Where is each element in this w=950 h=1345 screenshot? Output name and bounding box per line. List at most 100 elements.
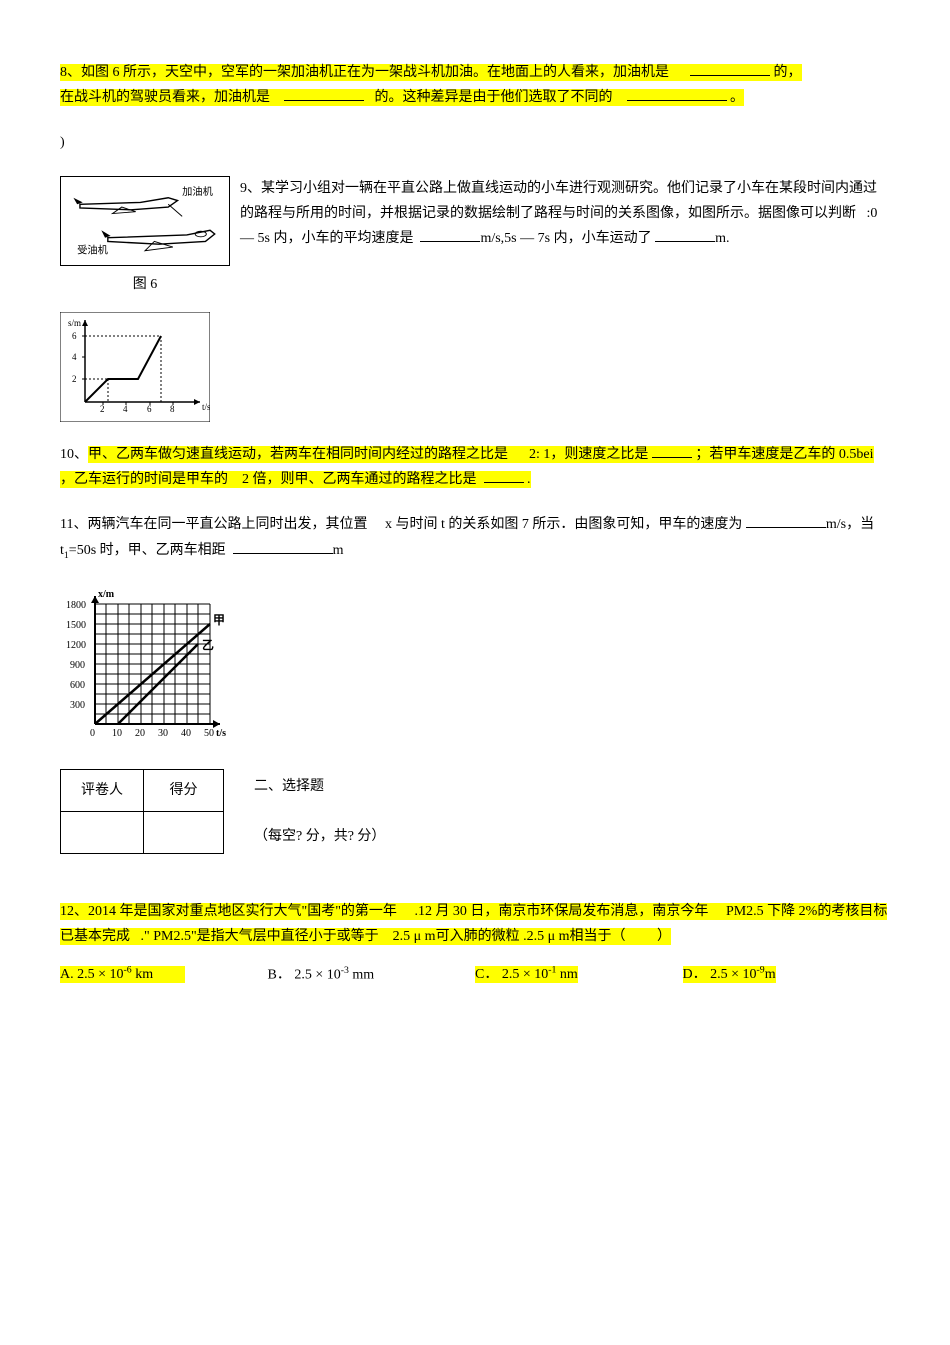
optB-pre: B． 2.5 × 10 [268,967,341,982]
q10-text4: 2 倍，则甲、乙两车通过的路程之比是 [242,472,477,487]
q11-blank2 [233,540,333,554]
airplane-icon: 加油机 受油机 [66,182,224,260]
figure6-and-q9: 加油机 受油机 图 6 9、某学习小组对一辆在平直公路上做直线运动的小车进行观测… [60,176,890,297]
q9-text3: m/s,5s — 7s 内，小车运动了 [480,231,651,246]
option-c: C． 2.5 × 10-1 nm [475,962,683,988]
optC-pre: C． 2.5 × 10 [475,967,548,982]
svg-text:900: 900 [70,660,85,671]
svg-text:2: 2 [100,404,105,414]
q11-text3b: =50s 时，甲、乙两车相距 [69,543,226,558]
q10-hl1: 甲、乙两车做匀速直线运动，若两车在相同时间内经过的路程之比是 2: 1，则速度之… [60,446,874,488]
q9-blank1 [420,228,480,242]
optC-hl: C． 2.5 × 10-1 nm [475,966,578,983]
q8-text5: 。 [730,90,744,105]
q12-text2: .12 月 30 日，南京市环保局发布消息，南京今年 [414,904,708,919]
svg-text:30: 30 [158,728,168,739]
question-12: 12、2014 年是国家对重点地区实行大气"国考"的第一年 .12 月 30 日… [60,899,890,987]
figure6-wrapper: 加油机 受油机 图 6 [60,176,230,297]
q10-text1: 甲、乙两车做匀速直线运动，若两车在相同时间内经过的路程之比是 [88,447,508,462]
option-a: A. 2.5 × 10-6 km [60,962,268,988]
q12-text5: 2.5 μ m可入肺的微粒 .2.5 μ m相当于（ [393,929,626,944]
figure-6: 加油机 受油机 [60,176,230,266]
q12-options: A. 2.5 × 10-6 km B． 2.5 × 10-3 mm C． 2.5… [60,962,890,988]
section2-header: 评卷人 得分 二、选择题 （每空? 分，共? 分） [60,769,890,854]
svg-text:t/s: t/s [202,402,210,412]
table-row: 评卷人 得分 [61,769,224,811]
q8-blank1 [690,62,770,76]
q11-text2: x 与时间 t 的关系如图 7 所示．由图象可知，甲车的速度为 [385,517,742,532]
svg-text:x/m: x/m [98,589,115,600]
chart1-svg: s/m t/s 2 4 6 2 4 6 8 [60,312,210,422]
svg-text:乙: 乙 [202,638,214,652]
score-table: 评卷人 得分 [60,769,224,854]
q8-line1: 8、如图 6 所示，天空中，空军的一架加油机正在为一架战斗机加油。在地面上的人看… [60,64,802,81]
svg-text:甲: 甲 [213,613,225,627]
q12-text6: ） [657,929,671,944]
optD-pre: D． 2.5 × 10 [683,967,757,982]
q9-number: 9、 [240,181,261,196]
question-10: 10、甲、乙两车做匀速直线运动，若两车在相同时间内经过的路程之比是 2: 1，则… [60,442,890,492]
q10-text5: . [527,472,531,487]
optD-sup: -9 [757,965,765,976]
q11-number: 11、 [60,517,87,532]
q8-blank3 [627,87,727,101]
svg-text:2: 2 [72,374,77,384]
section2-title-block: 二、选择题 （每空? 分，共? 分） [254,769,385,850]
svg-text:20: 20 [135,728,145,739]
q8-text1: 如图 6 所示，天空中，空军的一架加油机正在为一架战斗机加油。在地面上的人看来，… [81,65,669,80]
optA-sup: -6 [124,965,132,976]
q12-number: 12、 [60,904,88,919]
optD-hl: D． 2.5 × 10-9m [683,966,776,983]
q8-text2: 的， [774,65,802,80]
svg-text:t/s: t/s [216,728,226,739]
q10-blank2 [484,469,524,483]
q11-text1: 两辆汽车在同一平直公路上同时出发，其位置 [87,517,367,532]
q8-blank2 [284,87,364,101]
q10-number: 10、 [60,447,88,462]
optA-post: km [132,967,153,982]
option-d: D． 2.5 × 10-9m [683,962,891,988]
q9-text1: 某学习小组对一辆在平直公路上做直线运动的小车进行观测研究。他们记录了小车在某段时… [240,181,877,221]
q8-paren: ) [60,130,890,155]
svg-text:6: 6 [147,404,152,414]
svg-text:1200: 1200 [66,640,86,651]
q12-text1: 2014 年是国家对重点地区实行大气"国考"的第一年 [88,904,397,919]
svg-text:10: 10 [112,728,122,739]
grader-cell [61,812,144,854]
svg-text:1500: 1500 [66,620,86,631]
chart-q11: x/m 1800 [60,584,230,744]
score-cell [144,812,224,854]
svg-text:50: 50 [204,728,214,739]
chart2-svg: x/m 1800 [60,584,230,744]
q12-hl: 12、2014 年是国家对重点地区实行大气"国考"的第一年 .12 月 30 日… [60,903,887,945]
section2-subtitle: （每空? 分，共? 分） [254,824,385,849]
svg-text:s/m: s/m [68,318,81,328]
score-header: 得分 [144,769,224,811]
q9-blank2 [655,228,715,242]
q8-line2: 在战斗机的驾驶员看来，加油机是 的。这种差异是由于他们选取了不同的 。 [60,89,744,106]
figure6-label: 图 6 [60,272,230,297]
q9-text4: m. [715,231,729,246]
svg-text:6: 6 [72,331,77,341]
optB-sup: -3 [341,965,349,976]
q10-blank1 [652,444,692,458]
svg-text:600: 600 [70,680,85,691]
grader-header: 评卷人 [61,769,144,811]
optB-post: mm [349,967,374,982]
svg-text:40: 40 [181,728,191,739]
optA-hl: A. 2.5 × 10-6 km [60,966,185,983]
q8-text4: 的。这种差异是由于他们选取了不同的 [375,90,613,105]
table-row [61,812,224,854]
svg-text:0: 0 [90,728,95,739]
question-9: 9、某学习小组对一辆在平直公路上做直线运动的小车进行观测研究。他们记录了小车在某… [240,176,890,252]
q12-text4: ." PM2.5"是指大气层中直径小于或等于 [141,929,379,944]
chart-q9: s/m t/s 2 4 6 2 4 6 8 [60,312,210,422]
svg-text:8: 8 [170,404,175,414]
svg-text:300: 300 [70,700,85,711]
section2-title: 二、选择题 [254,774,385,799]
q10-text2: 2: 1，则速度之比是 [529,447,648,462]
svg-text:4: 4 [72,352,77,362]
option-b: B． 2.5 × 10-3 mm [268,962,476,988]
question-11: 11、两辆汽车在同一平直公路上同时出发，其位置 x 与时间 t 的关系如图 7 … [60,512,890,564]
q8-number: 8、 [60,65,81,80]
